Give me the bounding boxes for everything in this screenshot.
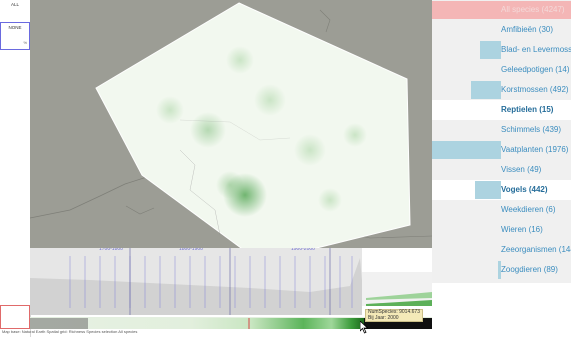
species-row-12[interactable]: Zeeorganismen (144 (432, 240, 571, 260)
species-row-9[interactable]: Vogels (442) (432, 180, 571, 200)
species-label: Zoogdieren (89) (501, 265, 558, 274)
select-none-button[interactable]: NONE % (0, 22, 30, 50)
species-label: Vogels (442) (501, 185, 548, 194)
left-control-strip (0, 0, 31, 337)
species-label: Zeeorganismen (144 (501, 245, 571, 254)
species-label: Blad- en Levermossen ( (501, 45, 571, 54)
select-all-button[interactable]: ALL (0, 0, 30, 23)
hover-tooltip: NumSpecies: 9014.673 Bij Jaar: 2000 (365, 309, 423, 322)
tooltip-line-1: NumSpecies: 9014.673 (368, 309, 420, 315)
timeline-chart (30, 248, 432, 315)
species-row-6[interactable]: Schimmels (439) (432, 120, 571, 140)
species-count-bar (432, 141, 501, 159)
species-row-2[interactable]: Blad- en Levermossen ( (432, 40, 571, 60)
species-row-1[interactable]: Amfibieën (30) (432, 20, 571, 40)
species-label: Wieren (16) (501, 225, 543, 234)
mouse-cursor-icon (360, 321, 369, 334)
species-label: Schimmels (439) (501, 125, 562, 134)
species-count-bar (471, 81, 501, 99)
timeline-label-1800-1900: 1800-1900 (179, 248, 203, 252)
species-count-bar (498, 261, 501, 279)
species-row-13[interactable]: Zoogdieren (89) (432, 260, 571, 280)
species-density-map[interactable] (30, 0, 432, 248)
species-row-11[interactable]: Wieren (16) (432, 220, 571, 240)
color-scale-canvas (30, 318, 432, 329)
timeline-label-1900-2000: 1900-2000 (291, 248, 315, 252)
species-row-7[interactable]: Vaatplanten (1976) (432, 140, 571, 160)
density-color-scale[interactable] (30, 317, 432, 329)
species-group-list: All species (4247) Amfibieën (30) Blad- en… (432, 0, 571, 283)
legend-selection-box[interactable] (0, 305, 30, 329)
species-row-5[interactable]: Reptielen (15) (432, 100, 571, 120)
timeline-density-area (30, 258, 365, 315)
timeline-label-1700-1800: 1700-1800 (99, 248, 123, 252)
species-label: All species (4247) (501, 5, 565, 14)
species-row-0[interactable]: All species (4247) (432, 0, 571, 20)
species-row-3[interactable]: Geleedpotigen (14) (432, 60, 571, 80)
select-none-label: NONE (8, 25, 22, 30)
species-label: Vissen (49) (501, 165, 542, 174)
status-bar-text: Map base: Natural Earth Spatial grid: Ri… (2, 329, 138, 334)
species-label: Reptielen (15) (501, 105, 554, 114)
species-row-4[interactable]: Korstmossen (492) (432, 80, 571, 100)
species-label: Weekdieren (6) (501, 205, 556, 214)
species-row-10[interactable]: Weekdieren (6) (432, 200, 571, 220)
species-row-8[interactable]: Vissen (49) (432, 160, 571, 180)
year-timeline[interactable]: 1700-1800 1800-1900 1900-2000 (30, 248, 432, 315)
map-canvas (30, 0, 432, 248)
species-label: Amfibieën (30) (501, 25, 554, 34)
species-count-bar (475, 181, 501, 199)
species-count-bar (432, 1, 571, 19)
species-label: Vaatplanten (1976) (501, 145, 569, 154)
species-count-bar (480, 41, 501, 59)
observation-area-hull (95, 2, 411, 248)
select-none-value: % (23, 40, 27, 45)
tooltip-line-2: Bij Jaar: 2000 (368, 314, 399, 321)
species-label: Korstmossen (492) (501, 85, 569, 94)
species-label: Geleedpotigen (14) (501, 65, 570, 74)
